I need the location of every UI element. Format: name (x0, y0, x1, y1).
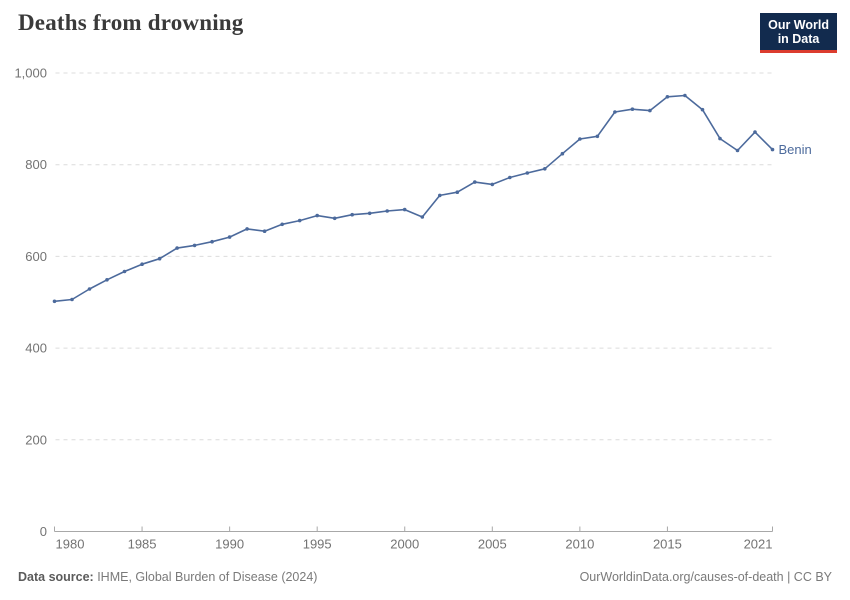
data-point-1995[interactable] (315, 213, 320, 218)
data-point-1992[interactable] (262, 229, 267, 233)
data-point-1987[interactable] (175, 246, 179, 250)
data-point-1984[interactable] (122, 269, 127, 274)
data-point-1986[interactable] (157, 256, 162, 261)
y-tick-label-600: 600 (25, 249, 47, 264)
data-point-2003[interactable] (455, 190, 460, 194)
x-tick-label-1985: 1985 (128, 537, 157, 552)
x-tick-label-1990: 1990 (215, 537, 244, 552)
data-point-2014[interactable] (648, 108, 652, 113)
data-point-1982[interactable] (87, 287, 92, 291)
data-point-2008[interactable] (543, 167, 547, 171)
data-point-2004[interactable] (473, 180, 477, 184)
data-point-1991[interactable] (245, 227, 249, 231)
page-title: Deaths from drowning (18, 10, 244, 35)
data-source-note: Data source: IHME, Global Burden of Dise… (18, 570, 317, 584)
data-point-2001[interactable] (420, 215, 425, 219)
data-point-2015[interactable] (665, 95, 670, 99)
data-point-1983[interactable] (105, 278, 109, 282)
data-point-2006[interactable] (508, 175, 512, 180)
entity-label-benin[interactable]: Benin (779, 142, 812, 157)
data-point-2000[interactable] (402, 207, 407, 212)
data-point-1990[interactable] (227, 235, 232, 239)
data-point-1993[interactable] (280, 222, 285, 227)
y-tick-label-0: 0 (40, 524, 47, 539)
series-line-benin[interactable] (53, 94, 774, 303)
y-tick-label-400: 400 (25, 341, 47, 356)
line-chart[interactable]: 0 200 400 600 800 1,000 1980 1985 1990 1995 2000 20… (0, 0, 850, 560)
data-point-1997[interactable] (350, 212, 355, 217)
data-point-2020[interactable] (753, 130, 757, 134)
data-point-2018[interactable] (718, 136, 722, 141)
data-point-1985[interactable] (140, 262, 144, 267)
owid-logo-line2: in Data (777, 32, 820, 46)
data-source-text: IHME, Global Burden of Disease (2024) (93, 570, 318, 584)
y-tick-label-200: 200 (25, 432, 47, 447)
data-point-2016[interactable] (683, 93, 687, 98)
x-tick-label-2021: 2021 (744, 537, 773, 552)
data-point-2017[interactable] (700, 107, 705, 112)
data-point-1994[interactable] (297, 218, 302, 223)
owid-logo-line1: Our World (768, 18, 829, 32)
data-point-2009[interactable] (560, 151, 565, 156)
data-point-2005[interactable] (490, 182, 495, 187)
data-point-2011[interactable] (595, 134, 600, 139)
data-point-2007[interactable] (525, 171, 530, 175)
data-point-2002[interactable] (438, 193, 442, 198)
data-point-1981[interactable] (70, 297, 74, 302)
chart-footer: Data source: IHME, Global Burden of Dise… (0, 564, 850, 592)
x-tick-label-2015: 2015 (653, 537, 682, 552)
data-point-2013[interactable] (630, 107, 635, 111)
x-tick-label-2000: 2000 (390, 537, 419, 552)
series-markers-benin (52, 93, 775, 304)
x-tick-label-2010: 2010 (565, 537, 594, 552)
data-point-2019[interactable] (735, 148, 740, 153)
data-source-label: Data source: (18, 570, 94, 584)
data-point-1999[interactable] (385, 209, 390, 213)
data-point-1998[interactable] (367, 211, 372, 216)
y-tick-label-800: 800 (25, 157, 47, 172)
y-tick-label-1000: 1,000 (14, 66, 47, 81)
data-point-2012[interactable] (613, 110, 617, 114)
x-tick-label-1980: 1980 (56, 537, 85, 552)
data-point-1996[interactable] (332, 216, 337, 221)
credit-link[interactable]: OurWorldinData.org/causes-of-death | CC … (579, 570, 832, 584)
data-point-1988[interactable] (192, 243, 197, 248)
x-tick-label-2005: 2005 (478, 537, 507, 552)
data-point-2021[interactable] (770, 147, 775, 152)
x-tick-label-1995: 1995 (303, 537, 332, 552)
data-point-1980[interactable] (52, 299, 57, 304)
data-point-1989[interactable] (210, 239, 214, 244)
owid-logo[interactable]: Our World in Data (760, 13, 837, 53)
data-point-2010[interactable] (578, 137, 582, 141)
